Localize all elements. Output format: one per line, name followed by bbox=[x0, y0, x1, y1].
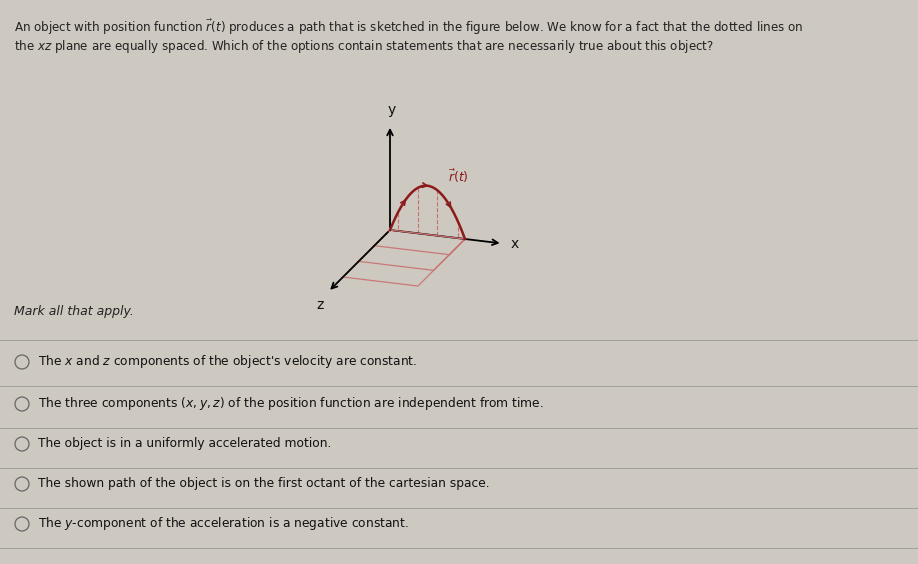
Text: the $xz$ plane are equally spaced. Which of the options contain statements that : the $xz$ plane are equally spaced. Which… bbox=[14, 38, 714, 55]
Text: x: x bbox=[510, 236, 519, 250]
Text: z: z bbox=[317, 298, 324, 312]
Text: $\vec{r}(t)$: $\vec{r}(t)$ bbox=[448, 168, 468, 185]
Text: The $x$ and $z$ components of the object's velocity are constant.: The $x$ and $z$ components of the object… bbox=[38, 354, 418, 371]
Text: Mark all that apply.: Mark all that apply. bbox=[14, 305, 134, 318]
Text: The three components $(x, y, z)$ of the position function are independent from t: The three components $(x, y, z)$ of the … bbox=[38, 395, 544, 412]
Text: The object is in a uniformly accelerated motion.: The object is in a uniformly accelerated… bbox=[38, 438, 331, 451]
Text: An object with position function $\vec{r}(t)$ produces a path that is sketched i: An object with position function $\vec{r… bbox=[14, 18, 803, 37]
Text: The $y$-component of the acceleration is a negative constant.: The $y$-component of the acceleration is… bbox=[38, 515, 409, 532]
Text: y: y bbox=[388, 103, 397, 117]
Text: The shown path of the object is on the first octant of the cartesian space.: The shown path of the object is on the f… bbox=[38, 478, 489, 491]
